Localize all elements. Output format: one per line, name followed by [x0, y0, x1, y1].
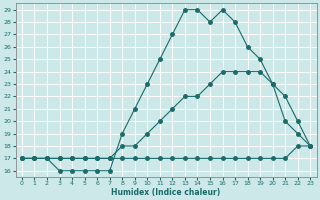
- X-axis label: Humidex (Indice chaleur): Humidex (Indice chaleur): [111, 188, 221, 197]
